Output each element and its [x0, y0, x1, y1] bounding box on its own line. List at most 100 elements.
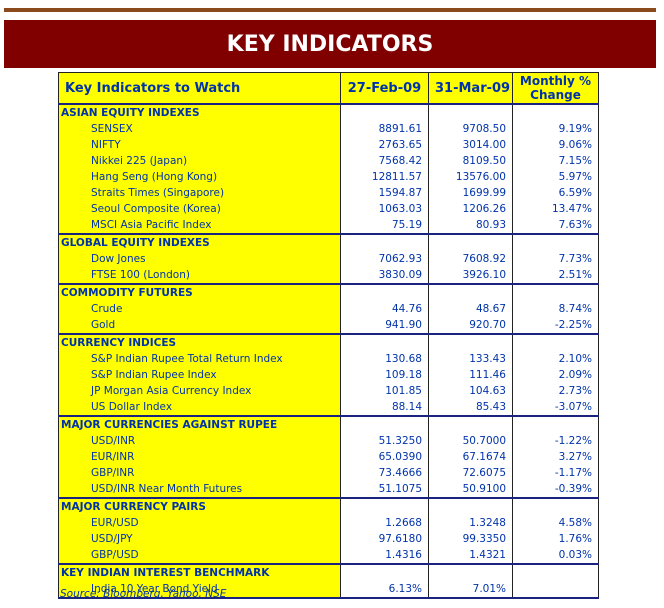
empty-cell: [340, 284, 429, 301]
indicator-value: 44.76: [340, 301, 429, 317]
data-row: USD/INR 51.3250 50.7000 -1.22%: [58, 433, 599, 449]
data-row: Dow Jones 7062.93 7608.92 7.73%: [58, 251, 599, 267]
indicator-name: S&P Indian Rupee Index: [58, 367, 341, 383]
empty-cell: [340, 416, 429, 433]
indicator-name: SENSEX: [58, 121, 341, 137]
section-title: GLOBAL EQUITY INDEXES: [58, 234, 341, 251]
indicator-value: 101.85: [340, 383, 429, 399]
section-title: MAJOR CURRENCIES AGAINST RUPEE: [58, 416, 341, 433]
indicator-value: 8.74%: [512, 301, 599, 317]
data-row: Hang Seng (Hong Kong) 12811.57 13576.00 5.9…: [58, 169, 599, 185]
empty-cell: [512, 104, 599, 121]
indicator-value: -0.39%: [512, 481, 599, 499]
column-header: Key Indicators to Watch: [58, 72, 341, 105]
indicator-value: 8109.50: [428, 153, 513, 169]
section-title: CURRENCY INDICES: [58, 334, 341, 351]
banner-title: KEY INDICATORS: [4, 20, 656, 68]
indicator-value: 104.63: [428, 383, 513, 399]
indicator-value: 1063.03: [340, 201, 429, 217]
indicator-value: 97.6180: [340, 531, 429, 547]
indicator-name: USD/JPY: [58, 531, 341, 547]
indicator-name: USD/INR: [58, 433, 341, 449]
section-row: MAJOR CURRENCY PAIRS: [58, 498, 599, 515]
empty-cell: [340, 564, 429, 581]
indicator-name: Hang Seng (Hong Kong): [58, 169, 341, 185]
indicator-value: 1594.87: [340, 185, 429, 201]
indicator-name: GBP/INR: [58, 465, 341, 481]
empty-cell: [340, 498, 429, 515]
column-header: Monthly % Change: [512, 72, 599, 105]
empty-cell: [512, 234, 599, 251]
indicator-value: 1.4316: [340, 547, 429, 565]
indicator-value: -2.25%: [512, 317, 599, 335]
indicator-name: FTSE 100 (London): [58, 267, 341, 285]
indicator-value: 13576.00: [428, 169, 513, 185]
indicator-value: 88.14: [340, 399, 429, 417]
indicator-value: 65.0390: [340, 449, 429, 465]
indicator-value: 7.15%: [512, 153, 599, 169]
data-row: EUR/INR 65.0390 67.1674 3.27%: [58, 449, 599, 465]
section-row: CURRENCY INDICES: [58, 334, 599, 351]
section-title: ASIAN EQUITY INDEXES: [58, 104, 341, 121]
indicator-value: 7062.93: [340, 251, 429, 267]
indicator-value: 9708.50: [428, 121, 513, 137]
column-header: 27-Feb-09: [340, 72, 429, 105]
indicator-value: 7.73%: [512, 251, 599, 267]
section-row: KEY INDIAN INTEREST BENCHMARK: [58, 564, 599, 581]
indicator-value: 3.27%: [512, 449, 599, 465]
indicator-value: 75.19: [340, 217, 429, 235]
data-row: India 10 Year Bond Yield 6.13% 7.01%: [58, 581, 599, 599]
data-row: GBP/USD 1.4316 1.4321 0.03%: [58, 547, 599, 565]
indicator-value: 6.59%: [512, 185, 599, 201]
indicator-name: USD/INR Near Month Futures: [58, 481, 341, 499]
empty-cell: [512, 416, 599, 433]
empty-cell: [428, 564, 513, 581]
indicator-value: 13.47%: [512, 201, 599, 217]
indicators-table: Key Indicators to Watch 27-Feb-09 31-Mar-0…: [58, 72, 599, 599]
indicator-value: 1.3248: [428, 515, 513, 531]
indicator-name: Nikkei 225 (Japan): [58, 153, 341, 169]
indicator-value: 51.1075: [340, 481, 429, 499]
indicator-value: 1.76%: [512, 531, 599, 547]
indicator-value: 50.9100: [428, 481, 513, 499]
indicator-name: Gold: [58, 317, 341, 335]
indicator-value: 941.90: [340, 317, 429, 335]
indicator-value: 12811.57: [340, 169, 429, 185]
indicator-name: EUR/INR: [58, 449, 341, 465]
indicator-value: 85.43: [428, 399, 513, 417]
indicator-value: 73.4666: [340, 465, 429, 481]
indicator-value: 2.09%: [512, 367, 599, 383]
data-row: MSCI Asia Pacific Index 75.19 80.93 7.63%: [58, 217, 599, 235]
indicator-value: 2763.65: [340, 137, 429, 153]
data-row: SENSEX 8891.61 9708.50 9.19%: [58, 121, 599, 137]
indicator-name: Straits Times (Singapore): [58, 185, 341, 201]
indicator-name: EUR/USD: [58, 515, 341, 531]
section-row: COMMODITY FUTURES: [58, 284, 599, 301]
indicator-value: 1.4321: [428, 547, 513, 565]
data-row: EUR/USD 1.2668 1.3248 4.58%: [58, 515, 599, 531]
indicator-value: 920.70: [428, 317, 513, 335]
indicator-name: India 10 Year Bond Yield: [58, 581, 341, 599]
data-row: Gold 941.90 920.70 -2.25%: [58, 317, 599, 335]
data-row: USD/INR Near Month Futures 51.1075 50.9100…: [58, 481, 599, 499]
indicator-value: 3926.10: [428, 267, 513, 285]
indicator-value: 3014.00: [428, 137, 513, 153]
indicator-value: 9.19%: [512, 121, 599, 137]
empty-cell: [512, 498, 599, 515]
data-row: Straits Times (Singapore) 1594.87 1699.99 6…: [58, 185, 599, 201]
indicator-value: 50.7000: [428, 433, 513, 449]
empty-cell: [512, 334, 599, 351]
indicator-value: 80.93: [428, 217, 513, 235]
indicator-name: NIFTY: [58, 137, 341, 153]
empty-cell: [512, 564, 599, 581]
indicator-value: 7608.92: [428, 251, 513, 267]
data-row: Crude 44.76 48.67 8.74%: [58, 301, 599, 317]
data-row: Seoul Composite (Korea) 1063.03 1206.26 13.…: [58, 201, 599, 217]
data-row: S&P Indian Rupee Total Return Index 130.6…: [58, 351, 599, 367]
empty-cell: [428, 498, 513, 515]
indicator-value: 48.67: [428, 301, 513, 317]
indicator-value: 9.06%: [512, 137, 599, 153]
empty-cell: [340, 104, 429, 121]
section-title: KEY INDIAN INTEREST BENCHMARK: [58, 564, 341, 581]
